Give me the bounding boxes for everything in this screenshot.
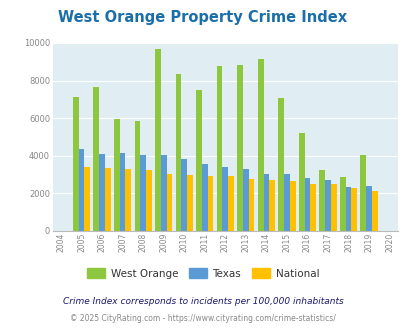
Bar [248,179,254,231]
Bar [284,174,289,231]
Bar [187,175,192,231]
Text: West Orange Property Crime Index: West Orange Property Crime Index [58,10,347,25]
Bar [160,155,166,231]
Bar [93,87,99,231]
Bar [207,176,213,231]
Bar [222,167,228,231]
Bar [140,155,146,231]
Bar [351,188,356,231]
Bar [289,181,295,231]
Bar [319,170,324,231]
Bar [304,178,309,231]
Bar [216,66,222,231]
Bar [263,174,269,231]
Text: Crime Index corresponds to incidents per 100,000 inhabitants: Crime Index corresponds to incidents per… [62,297,343,306]
Bar [278,98,284,231]
Bar [309,184,315,231]
Bar [105,168,111,231]
Bar [79,149,84,231]
Bar [73,97,79,231]
Bar [114,119,119,231]
Bar [155,49,160,231]
Bar [175,74,181,231]
Bar [257,59,263,231]
Bar [360,155,365,231]
Bar [196,90,201,231]
Bar [237,65,243,231]
Bar [365,186,371,231]
Bar [298,133,304,231]
Text: © 2025 CityRating.com - https://www.cityrating.com/crime-statistics/: © 2025 CityRating.com - https://www.city… [70,314,335,323]
Bar [119,153,125,231]
Legend: West Orange, Texas, National: West Orange, Texas, National [82,264,323,283]
Bar [125,169,131,231]
Bar [339,178,345,231]
Bar [330,184,336,231]
Bar [324,180,330,231]
Bar [99,154,105,231]
Bar [228,177,233,231]
Bar [181,159,187,231]
Bar [201,164,207,231]
Bar [134,121,140,231]
Bar [243,169,248,231]
Bar [166,174,172,231]
Bar [84,167,90,231]
Bar [269,180,274,231]
Bar [345,187,351,231]
Bar [146,170,151,231]
Bar [371,190,377,231]
